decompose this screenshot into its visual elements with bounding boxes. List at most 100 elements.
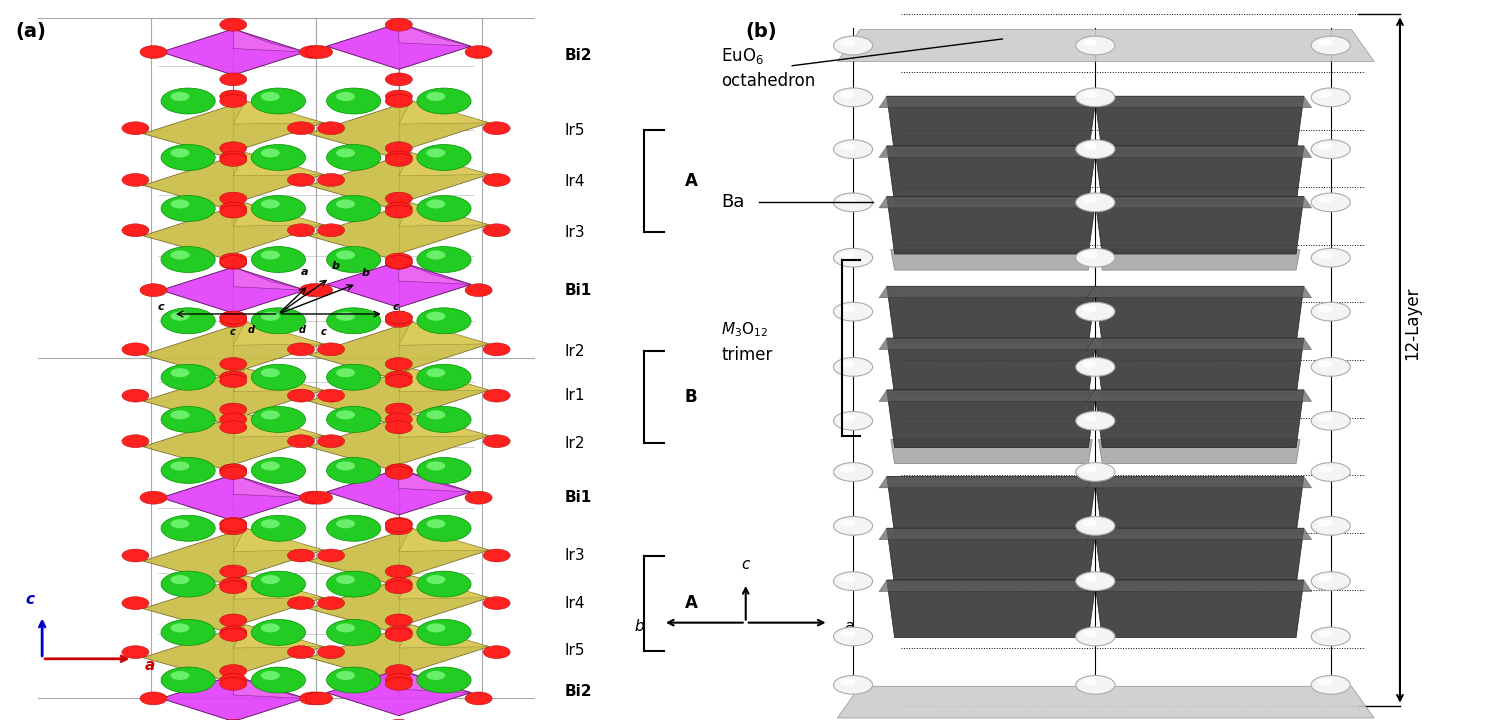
Circle shape [170, 519, 190, 528]
Polygon shape [1094, 197, 1303, 254]
Circle shape [287, 597, 315, 610]
Polygon shape [161, 267, 306, 313]
Circle shape [385, 665, 412, 678]
Circle shape [1076, 463, 1115, 482]
Circle shape [287, 174, 315, 186]
Polygon shape [879, 477, 1105, 488]
Text: $\bfit{a}$: $\bfit{a}$ [299, 266, 309, 276]
Polygon shape [161, 675, 306, 720]
Circle shape [834, 193, 873, 212]
Circle shape [385, 256, 412, 269]
Text: B: B [685, 388, 697, 406]
Circle shape [260, 575, 280, 584]
Circle shape [287, 549, 315, 562]
Circle shape [483, 174, 510, 186]
Circle shape [483, 646, 510, 659]
Circle shape [161, 246, 215, 272]
Circle shape [327, 196, 381, 222]
Circle shape [161, 308, 215, 334]
Polygon shape [886, 580, 1096, 638]
Circle shape [1311, 36, 1350, 55]
Circle shape [1311, 516, 1350, 535]
Circle shape [385, 90, 412, 103]
Text: Ir2: Ir2 [564, 436, 585, 451]
Text: $\bfit{b}$: $\bfit{b}$ [331, 258, 340, 271]
Circle shape [426, 575, 445, 584]
Polygon shape [886, 477, 1096, 534]
Circle shape [840, 466, 855, 473]
Circle shape [1311, 627, 1350, 646]
Text: $\bfit{d}$: $\bfit{d}$ [247, 323, 256, 335]
Text: trimer: trimer [721, 346, 774, 364]
Circle shape [834, 302, 873, 321]
Circle shape [1311, 88, 1350, 107]
Polygon shape [1094, 287, 1303, 344]
Circle shape [336, 624, 355, 632]
Circle shape [385, 73, 412, 86]
Circle shape [834, 248, 873, 267]
Polygon shape [233, 528, 324, 552]
Circle shape [483, 224, 510, 237]
Circle shape [385, 256, 412, 269]
Circle shape [465, 491, 492, 504]
Polygon shape [233, 675, 306, 698]
Circle shape [220, 413, 247, 426]
Circle shape [287, 343, 315, 356]
Text: octahedron: octahedron [721, 72, 816, 90]
Circle shape [220, 311, 247, 324]
Circle shape [834, 358, 873, 377]
Circle shape [220, 665, 247, 678]
Circle shape [306, 45, 333, 58]
Circle shape [220, 315, 247, 328]
Circle shape [385, 374, 412, 387]
Circle shape [1082, 143, 1097, 150]
Circle shape [385, 253, 412, 266]
Circle shape [122, 435, 149, 448]
Circle shape [260, 462, 280, 470]
Text: Ir1: Ir1 [564, 388, 585, 403]
Circle shape [1311, 140, 1350, 158]
Polygon shape [143, 101, 324, 156]
Circle shape [122, 646, 149, 659]
Polygon shape [886, 528, 1096, 586]
Circle shape [170, 671, 190, 680]
Circle shape [1318, 520, 1333, 526]
Circle shape [336, 519, 355, 528]
Text: A: A [685, 594, 698, 612]
Circle shape [385, 464, 412, 477]
Circle shape [260, 368, 280, 377]
Circle shape [1311, 193, 1350, 212]
Polygon shape [399, 576, 489, 599]
Polygon shape [143, 414, 324, 469]
Circle shape [483, 549, 510, 562]
Circle shape [417, 516, 471, 541]
Polygon shape [309, 101, 489, 156]
Polygon shape [399, 101, 489, 124]
Circle shape [1082, 466, 1097, 473]
Circle shape [220, 614, 247, 627]
Circle shape [1082, 305, 1097, 312]
Polygon shape [886, 197, 1096, 254]
Circle shape [161, 88, 215, 114]
Circle shape [1318, 678, 1333, 685]
Circle shape [140, 45, 167, 58]
Circle shape [834, 88, 873, 107]
Circle shape [327, 145, 381, 171]
Circle shape [840, 251, 855, 258]
Circle shape [220, 311, 247, 324]
Circle shape [1076, 36, 1115, 55]
Circle shape [251, 145, 306, 171]
Circle shape [220, 678, 247, 690]
Text: $\bfit{b}$: $\bfit{b}$ [361, 266, 370, 278]
Circle shape [220, 464, 247, 477]
Polygon shape [143, 368, 324, 423]
Circle shape [220, 464, 247, 477]
Circle shape [1311, 248, 1350, 267]
Circle shape [1318, 251, 1333, 258]
Circle shape [336, 410, 355, 420]
Circle shape [220, 565, 247, 578]
Circle shape [336, 368, 355, 377]
Polygon shape [143, 153, 324, 207]
Circle shape [417, 88, 471, 114]
Circle shape [260, 519, 280, 528]
